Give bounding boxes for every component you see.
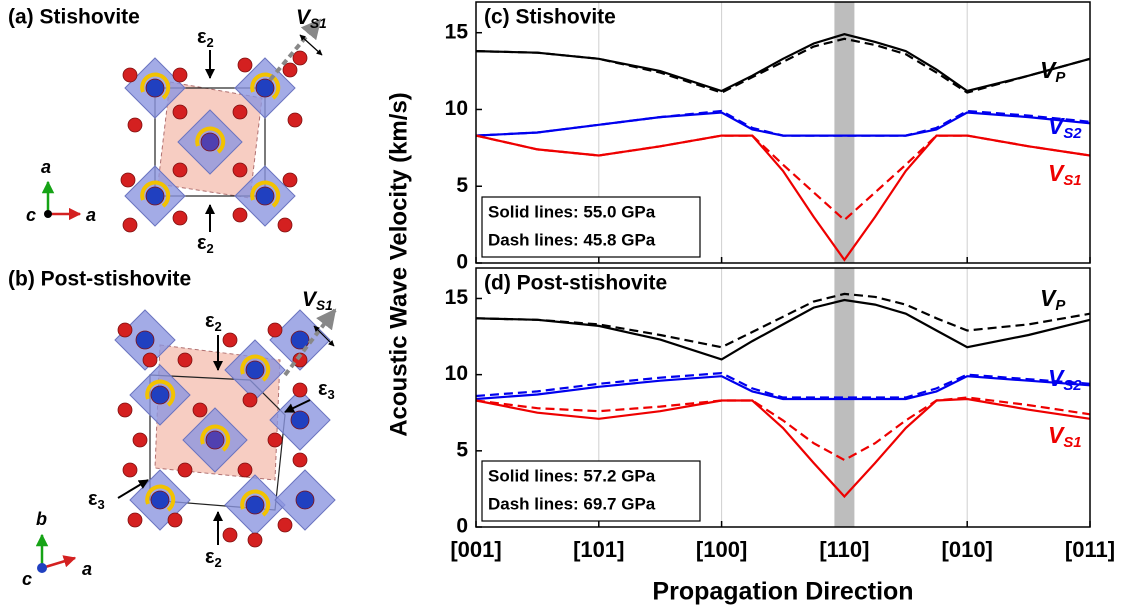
- atom: [151, 491, 169, 509]
- atom: [233, 105, 247, 119]
- annotation: Dash lines: 45.8 GPa: [488, 230, 656, 249]
- axis-label: b: [36, 509, 47, 529]
- atom: [151, 386, 169, 404]
- atom: [123, 463, 137, 477]
- annotation: Solid lines: 57.2 GPa: [488, 466, 656, 485]
- atom: [233, 208, 247, 222]
- annotation: Solid lines: 55.0 GPa: [488, 202, 656, 221]
- atom: [178, 463, 192, 477]
- axis-label: a: [41, 157, 51, 177]
- y-tick-label: 15: [445, 20, 469, 43]
- atom: [223, 333, 237, 347]
- atom: [121, 173, 135, 187]
- atom: [283, 173, 297, 187]
- atom: [268, 323, 282, 337]
- atom: [173, 211, 187, 225]
- atom: [293, 383, 307, 397]
- annotation: Dash lines: 69.7 GPa: [488, 494, 656, 513]
- figure: (a) Stishoviteε2ε2VS1aca(b) Post-stishov…: [0, 0, 1126, 613]
- x-tick-label: [100]: [696, 537, 747, 562]
- atom: [268, 433, 282, 447]
- y-tick-label: 5: [456, 174, 468, 197]
- atom: [168, 513, 182, 527]
- axis-label: c: [26, 205, 36, 225]
- atom: [201, 133, 219, 151]
- atom: [256, 79, 274, 97]
- y-tick-label: 10: [445, 97, 468, 120]
- atom: [238, 58, 252, 72]
- atom: [243, 393, 257, 407]
- y-tick-label: 0: [456, 515, 468, 538]
- y-tick-label: 10: [445, 362, 468, 385]
- y-tick-label: 5: [456, 438, 468, 461]
- atom: [146, 79, 164, 97]
- panel-label: (a) Stishovite: [8, 6, 140, 29]
- atom: [123, 218, 137, 232]
- atom: [296, 491, 314, 509]
- x-axis-label: Propagation Direction: [652, 578, 913, 606]
- axis-label: c: [22, 569, 32, 589]
- atom: [143, 353, 157, 367]
- atom: [283, 63, 297, 77]
- atom: [128, 513, 142, 527]
- x-tick-label: [010]: [942, 537, 993, 562]
- atom: [118, 403, 132, 417]
- atom: [238, 463, 252, 477]
- atom: [256, 187, 274, 205]
- atom: [136, 331, 154, 349]
- axis-origin: [37, 563, 47, 573]
- x-tick-label: [110]: [819, 537, 869, 562]
- atom: [173, 68, 187, 82]
- atom: [246, 361, 264, 379]
- y-tick-label: 0: [456, 251, 468, 274]
- y-axis-label: Acoustic Wave Velocity (km/s): [385, 92, 412, 437]
- atom: [118, 323, 132, 337]
- x-tick-label: [101]: [573, 537, 624, 562]
- atom: [146, 187, 164, 205]
- panel-label: (b) Post-stishovite: [8, 268, 191, 291]
- atom: [291, 411, 309, 429]
- atom: [123, 68, 137, 82]
- chart-title: (d) Post-stishovite: [484, 272, 667, 295]
- atom: [278, 218, 292, 232]
- axis-origin: [44, 210, 52, 218]
- atom: [248, 533, 262, 547]
- x-tick-label: [011]: [1065, 537, 1115, 562]
- atom: [193, 403, 207, 417]
- y-tick-label: 15: [445, 286, 469, 309]
- x-tick-label: [001]: [450, 537, 501, 562]
- axis-label: a: [82, 559, 92, 579]
- atom: [233, 163, 247, 177]
- atom: [206, 431, 224, 449]
- atom: [293, 453, 307, 467]
- atom: [246, 496, 264, 514]
- atom: [173, 105, 187, 119]
- atom: [278, 518, 292, 532]
- atom: [173, 163, 187, 177]
- atom: [288, 113, 302, 127]
- axis-label: a: [86, 205, 96, 225]
- atom: [133, 433, 147, 447]
- chart-title: (c) Stishovite: [484, 6, 616, 29]
- atom: [223, 528, 237, 542]
- atom: [128, 118, 142, 132]
- atom: [178, 353, 192, 367]
- atom: [293, 51, 307, 65]
